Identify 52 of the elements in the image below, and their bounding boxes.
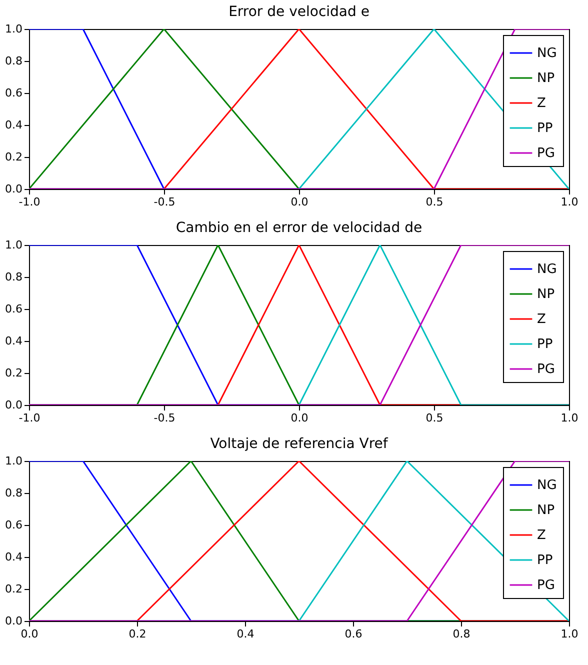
legend-label: PG xyxy=(537,578,555,593)
legend-label: NG xyxy=(537,262,557,277)
y-tick-label: 1.0 xyxy=(5,454,22,468)
legend-label: PP xyxy=(537,337,553,352)
x-tick-label: 0.0 xyxy=(290,196,308,208)
legend-label: PP xyxy=(537,553,553,568)
y-tick-label: 0.8 xyxy=(5,486,22,500)
y-tick-label: 0.2 xyxy=(5,366,22,380)
y-tick-label: 1.0 xyxy=(5,238,22,252)
legend-label: NG xyxy=(537,46,557,61)
y-tick-label: 0.2 xyxy=(5,150,22,164)
legend-label: NP xyxy=(537,503,555,518)
x-tick-label: 1.0 xyxy=(560,196,578,208)
x-tick-label: 0.4 xyxy=(236,628,254,640)
x-tick-label: -1.0 xyxy=(18,412,40,424)
x-tick-label: 0.8 xyxy=(452,628,470,640)
x-tick-label: 1.0 xyxy=(560,628,578,640)
chart-title: Cambio en el error de velocidad de xyxy=(176,220,422,236)
x-tick-label: -0.5 xyxy=(154,196,176,208)
y-tick-label: 1.0 xyxy=(5,22,22,36)
y-tick-label: 0.0 xyxy=(5,398,22,412)
x-tick-label: 0.2 xyxy=(128,628,146,640)
legend-label: NP xyxy=(537,71,555,86)
y-tick-label: 0.2 xyxy=(5,582,22,596)
legend-label: PG xyxy=(537,146,555,161)
legend-label: PG xyxy=(537,362,555,377)
chart-title: Voltaje de referencia Vref xyxy=(210,436,389,452)
y-tick-label: 0.0 xyxy=(5,182,22,196)
x-tick-label: 1.0 xyxy=(560,412,578,424)
legend-label: NG xyxy=(537,478,557,493)
legend-label: NP xyxy=(537,287,555,302)
y-tick-label: 0.6 xyxy=(5,518,22,532)
x-tick-label: 0.5 xyxy=(426,196,444,208)
x-tick-label: -1.0 xyxy=(18,196,40,208)
x-tick-label: 0.0 xyxy=(20,628,38,640)
y-tick-label: 0.0 xyxy=(5,614,22,628)
y-tick-label: 0.4 xyxy=(5,118,22,132)
y-tick-label: 0.4 xyxy=(5,550,22,564)
y-tick-label: 0.8 xyxy=(5,270,22,284)
legend-label: Z xyxy=(537,96,546,111)
y-tick-label: 0.6 xyxy=(5,86,22,100)
legend-label: Z xyxy=(537,312,546,327)
x-tick-label: -0.5 xyxy=(154,412,176,424)
y-tick-label: 0.8 xyxy=(5,54,22,68)
x-tick-label: 0.6 xyxy=(344,628,362,640)
y-tick-label: 0.6 xyxy=(5,302,22,316)
x-tick-label: 0.0 xyxy=(290,412,308,424)
y-tick-label: 0.4 xyxy=(5,334,22,348)
chart-title: Error de velocidad e xyxy=(228,4,370,20)
x-tick-label: 0.5 xyxy=(426,412,444,424)
legend-label: PP xyxy=(537,121,553,136)
legend-label: Z xyxy=(537,528,546,543)
